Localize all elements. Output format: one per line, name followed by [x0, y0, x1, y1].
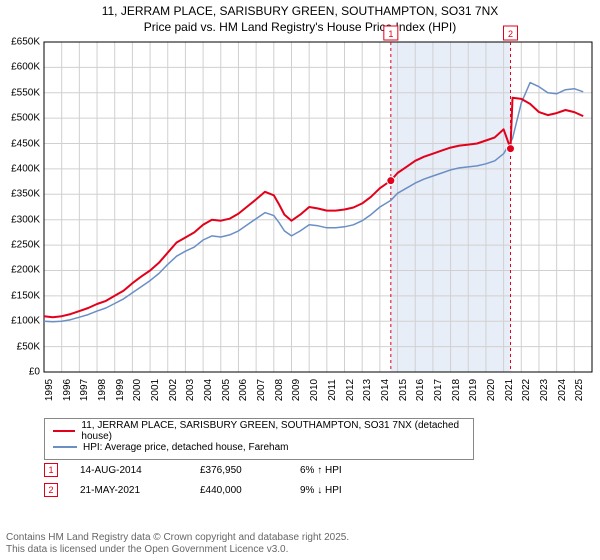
- y-tick-label: £400K: [11, 163, 40, 174]
- x-tick-label: 2000: [132, 379, 143, 401]
- attribution: Contains HM Land Registry data © Crown c…: [6, 532, 349, 556]
- legend-label: HPI: Average price, detached house, Fare…: [83, 442, 289, 453]
- x-tick-label: 2002: [168, 379, 179, 401]
- y-tick-label: £350K: [11, 189, 40, 200]
- x-tick-label: 2001: [150, 379, 161, 401]
- marker-row: 1 14-AUG-2014£376,9506% ↑ HPI: [44, 460, 400, 480]
- y-tick-label: £550K: [11, 87, 40, 98]
- marker-date: 21-MAY-2021: [80, 485, 200, 496]
- x-tick-label: 2015: [398, 379, 409, 401]
- y-tick-label: £500K: [11, 113, 40, 124]
- marker-price: £376,950: [200, 465, 300, 476]
- y-tick-label: £0: [29, 367, 40, 378]
- x-tick-label: 1998: [97, 379, 108, 401]
- x-tick-label: 2025: [574, 379, 585, 401]
- x-tick-label: 2011: [327, 379, 338, 401]
- legend: 11, JERRAM PLACE, SARISBURY GREEN, SOUTH…: [44, 418, 474, 460]
- x-axis: 1995 1996 1997 1998 1999 2000 2001 2002 2003 2004…: [44, 374, 592, 414]
- marker-badge: 1: [44, 463, 58, 477]
- x-tick-label: 2007: [256, 379, 267, 401]
- legend-swatch: [53, 446, 77, 448]
- x-tick-label: 2008: [274, 379, 285, 401]
- x-tick-label: 2017: [433, 379, 444, 401]
- legend-swatch: [53, 430, 75, 432]
- x-tick-label: 2023: [539, 379, 550, 401]
- plot-area: 12: [44, 42, 592, 372]
- x-tick-label: 2006: [238, 379, 249, 401]
- x-tick-label: 2003: [185, 379, 196, 401]
- marker-table: 1 14-AUG-2014£376,9506% ↑ HPI 2 21-MAY-2021…: [44, 460, 400, 500]
- chart-container: 11, JERRAM PLACE, SARISBURY GREEN, SOUTH…: [0, 0, 600, 560]
- x-tick-label: 2019: [468, 379, 479, 401]
- y-tick-label: £650K: [11, 37, 40, 48]
- svg-text:1: 1: [388, 29, 393, 39]
- chart-area: £0£50K£100K£150K£200K£250K£300K£350K£400…: [44, 42, 592, 392]
- marker-row: 2 21-MAY-2021£440,0009% ↓ HPI: [44, 480, 400, 500]
- legend-label: 11, JERRAM PLACE, SARISBURY GREEN, SOUTH…: [81, 420, 465, 442]
- title-line-1: 11, JERRAM PLACE, SARISBURY GREEN, SOUTH…: [0, 4, 600, 18]
- x-tick-label: 2020: [486, 379, 497, 401]
- x-tick-label: 2014: [380, 379, 391, 401]
- x-tick-label: 2024: [557, 379, 568, 401]
- y-tick-label: £100K: [11, 316, 40, 327]
- x-tick-label: 2022: [521, 379, 532, 401]
- x-tick-label: 1996: [62, 379, 73, 401]
- y-tick-label: £250K: [11, 240, 40, 251]
- marker-pct: 6% ↑ HPI: [300, 465, 400, 476]
- y-axis: £0£50K£100K£150K£200K£250K£300K£350K£400…: [0, 42, 42, 372]
- x-tick-label: 2018: [451, 379, 462, 401]
- legend-row: 11, JERRAM PLACE, SARISBURY GREEN, SOUTH…: [53, 423, 465, 439]
- x-tick-label: 2013: [362, 379, 373, 401]
- y-tick-label: £50K: [17, 341, 40, 352]
- y-tick-label: £300K: [11, 214, 40, 225]
- x-tick-label: 1997: [79, 379, 90, 401]
- x-tick-label: 2010: [309, 379, 320, 401]
- plot-svg: 12: [44, 42, 592, 372]
- marker-date: 14-AUG-2014: [80, 465, 200, 476]
- marker-badge: 2: [44, 483, 58, 497]
- y-tick-label: £450K: [11, 138, 40, 149]
- x-tick-label: 2012: [345, 379, 356, 401]
- x-tick-label: 2005: [221, 379, 232, 401]
- x-tick-label: 1999: [115, 379, 126, 401]
- marker-price: £440,000: [200, 485, 300, 496]
- x-tick-label: 2016: [415, 379, 426, 401]
- x-tick-label: 2004: [203, 379, 214, 401]
- x-tick-label: 2021: [504, 379, 515, 401]
- attribution-line-1: Contains HM Land Registry data © Crown c…: [6, 532, 349, 544]
- attribution-line-2: This data is licensed under the Open Gov…: [6, 544, 349, 556]
- y-tick-label: £600K: [11, 62, 40, 73]
- y-tick-label: £200K: [11, 265, 40, 276]
- x-tick-label: 1995: [44, 379, 55, 401]
- svg-text:2: 2: [508, 29, 513, 39]
- x-tick-label: 2009: [291, 379, 302, 401]
- marker-pct: 9% ↓ HPI: [300, 485, 400, 496]
- y-tick-label: £150K: [11, 290, 40, 301]
